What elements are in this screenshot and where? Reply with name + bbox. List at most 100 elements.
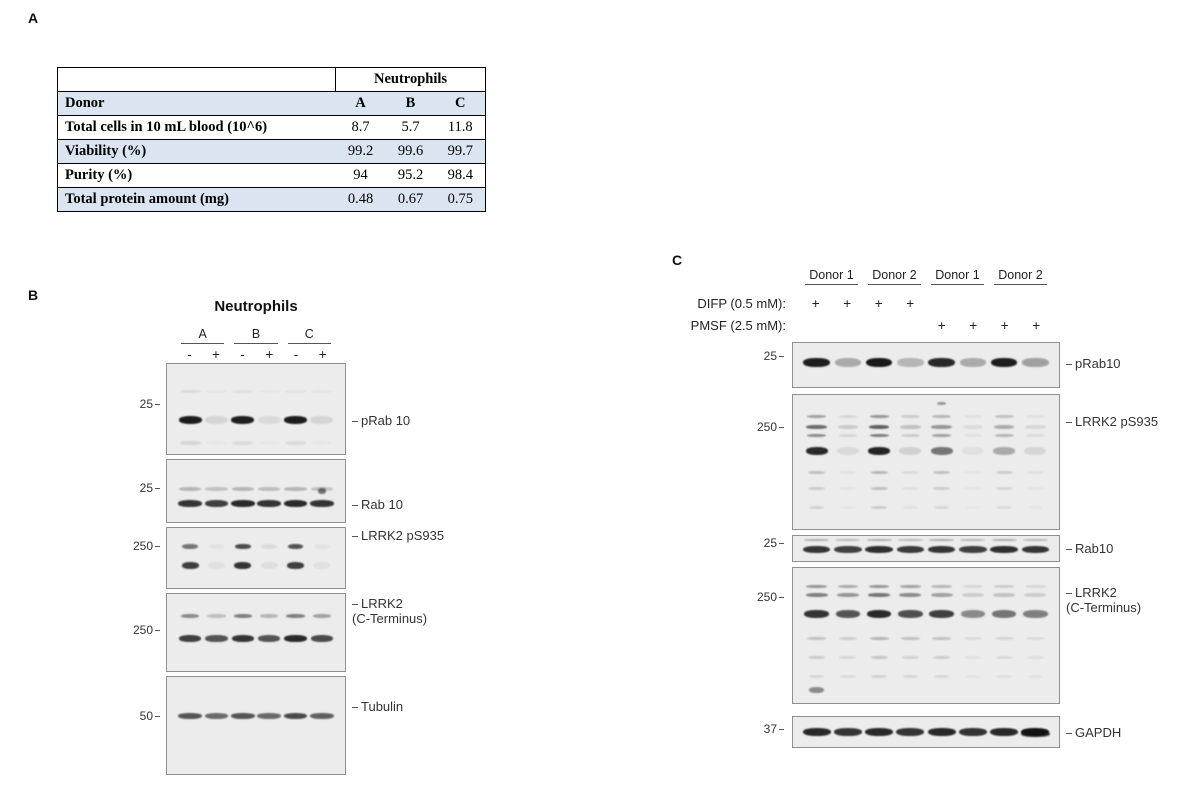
table-row: Total protein amount (mg) 0.48 0.67 0.75 — [57, 187, 486, 212]
protein-band — [995, 655, 1013, 659]
protein-band — [207, 561, 226, 569]
protein-band — [283, 499, 308, 507]
difp-signs: + + + + — [792, 296, 1060, 312]
panel-a-label: A — [28, 10, 39, 26]
protein-band — [257, 486, 281, 491]
blot-label-prab10-c: pRab10 — [1066, 356, 1121, 371]
protein-band — [961, 447, 984, 456]
protein-band — [311, 441, 332, 445]
blot-label-gapdh-c: GAPDH — [1066, 725, 1121, 740]
lane-sign: - — [293, 347, 299, 362]
protein-band — [260, 561, 278, 569]
protein-band — [930, 593, 953, 597]
label-line-1: LRRK2 — [1075, 585, 1117, 600]
protein-band — [930, 447, 953, 456]
blot-rab10-b — [166, 459, 346, 523]
protein-band — [960, 609, 986, 618]
protein-band — [840, 674, 856, 678]
protein-band — [963, 414, 983, 418]
table-header-b: B — [385, 91, 436, 116]
protein-band — [834, 358, 862, 368]
protein-band — [257, 415, 281, 424]
protein-band — [206, 441, 227, 445]
protein-band — [205, 486, 228, 491]
protein-band — [963, 636, 983, 640]
protein-band — [931, 425, 952, 430]
protein-band — [1024, 593, 1047, 597]
table-header-row: Donor A B C — [57, 91, 486, 116]
lane-sign: + — [811, 296, 820, 311]
protein-band — [807, 414, 826, 418]
protein-band — [929, 609, 954, 618]
cell-value: 94 — [335, 163, 386, 188]
protein-band — [995, 471, 1013, 475]
protein-band — [802, 728, 831, 736]
blot-lrrk2-ps935-b — [166, 527, 346, 589]
protein-band — [311, 390, 332, 393]
protein-band — [901, 471, 919, 475]
panel-c-donor-groups: Donor 1 Donor 2 Donor 1 Donor 2 — [792, 268, 1060, 286]
mw-marker: 250 — [752, 420, 784, 434]
table-cell-empty — [57, 67, 336, 92]
mw-marker: 250 — [130, 623, 160, 637]
protein-band — [231, 635, 255, 643]
protein-band — [808, 655, 826, 659]
protein-band — [996, 674, 1012, 678]
protein-band — [902, 506, 919, 510]
table-header-donor: Donor — [57, 91, 336, 116]
protein-band — [964, 487, 981, 490]
cell-value: 0.75 — [435, 187, 486, 212]
protein-band — [836, 447, 859, 456]
blot-label-rab10-c: Rab10 — [1066, 541, 1113, 556]
protein-band — [802, 546, 831, 554]
protein-band — [900, 585, 921, 589]
protein-band — [835, 538, 861, 541]
protein-band — [179, 389, 201, 393]
cell-value: 99.7 — [435, 139, 486, 164]
protein-band — [990, 728, 1019, 736]
mw-marker: 37 — [752, 722, 784, 736]
protein-band — [1025, 425, 1046, 430]
protein-band — [996, 506, 1012, 510]
blot-label-tubulin-b: Tubulin — [352, 699, 403, 714]
protein-band — [178, 415, 202, 424]
protein-band — [207, 613, 226, 618]
protein-band — [994, 414, 1014, 418]
protein-band — [1021, 546, 1050, 554]
protein-band — [284, 486, 307, 491]
protein-band — [835, 609, 861, 618]
protein-band — [928, 358, 955, 368]
protein-band — [1025, 585, 1046, 589]
blot-prab10-c — [792, 342, 1060, 388]
protein-band — [204, 499, 229, 507]
protein-band — [868, 425, 890, 430]
protein-band — [1026, 636, 1045, 640]
protein-band — [896, 546, 925, 554]
protein-band — [897, 358, 924, 368]
protein-band — [230, 499, 255, 507]
protein-band — [208, 543, 225, 549]
protein-band — [806, 425, 827, 430]
protein-band — [840, 506, 856, 509]
protein-band — [927, 728, 956, 736]
panel-b-lane-signs: - + - + - + — [166, 347, 346, 363]
protein-band — [1026, 414, 1045, 418]
protein-band — [933, 471, 951, 475]
protein-band — [206, 390, 227, 393]
table-group-header: Neutrophils — [335, 67, 486, 92]
protein-band — [993, 585, 1015, 589]
protein-band — [284, 441, 307, 446]
protein-band — [837, 585, 859, 589]
protein-band — [871, 674, 887, 678]
cell-value: 99.2 — [335, 139, 386, 164]
protein-band — [927, 546, 956, 554]
lane-sign: - — [187, 347, 192, 362]
protein-band — [865, 546, 893, 554]
protein-band — [180, 613, 200, 618]
table-row: Purity (%) 94 95.2 98.4 — [57, 163, 486, 188]
mw-marker: 250 — [752, 590, 784, 604]
protein-band — [991, 538, 1017, 541]
protein-band — [257, 712, 281, 719]
